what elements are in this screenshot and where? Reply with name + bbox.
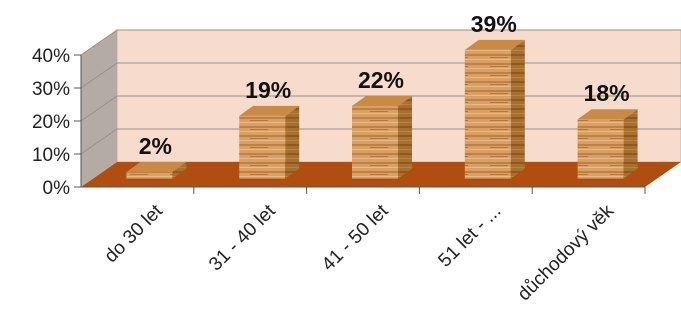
- bar-side: [510, 39, 525, 179]
- x-tick-label: 31 - 40 let: [205, 200, 280, 275]
- y-tick-label: 30%: [32, 79, 70, 100]
- bar-side: [285, 105, 300, 179]
- bar: [464, 39, 525, 179]
- bar-front: [352, 106, 398, 179]
- bar-side: [398, 96, 412, 179]
- bar-front: [126, 172, 173, 179]
- bar-top: [352, 96, 412, 106]
- y-tick-label: 40%: [32, 46, 70, 67]
- bar-top: [239, 105, 300, 116]
- bar: [126, 162, 187, 179]
- bars: [126, 39, 638, 179]
- x-tick-label: důchodový věk: [514, 200, 619, 305]
- x-tick-label: do 30 let: [101, 200, 168, 267]
- bar-front: [577, 119, 624, 179]
- data-labels: 2% 19% 22% 39% 18%: [139, 11, 630, 159]
- bar-top: [577, 109, 638, 120]
- data-label: 18%: [584, 80, 630, 106]
- bar-front: [239, 115, 286, 179]
- y-axis-ticks: 0% 10% 20% 30% 40%: [32, 46, 82, 199]
- y-tick-label: 20%: [32, 112, 70, 133]
- bar-top: [464, 39, 525, 50]
- bar-front: [464, 49, 511, 179]
- x-axis-labels: do 30 let 31 - 40 let 41 - 50 let 51 let - …: [81, 186, 646, 305]
- bar: [352, 96, 412, 179]
- x-tick-label: 41 - 50 let: [318, 200, 393, 275]
- data-label: 39%: [471, 11, 517, 37]
- data-label: 19%: [245, 77, 291, 103]
- bar: [239, 105, 300, 179]
- bar-side: [172, 162, 187, 179]
- data-label: 22%: [358, 67, 404, 93]
- y-tick-label: 0%: [43, 178, 71, 199]
- bar: [577, 109, 638, 179]
- gridline: [80, 29, 681, 56]
- x-tick-label: 51 let - ...: [434, 201, 505, 272]
- bar-side: [623, 109, 638, 179]
- y-tick-label: 10%: [32, 145, 70, 166]
- bar-top: [126, 162, 187, 172]
- data-label: 2%: [139, 133, 172, 159]
